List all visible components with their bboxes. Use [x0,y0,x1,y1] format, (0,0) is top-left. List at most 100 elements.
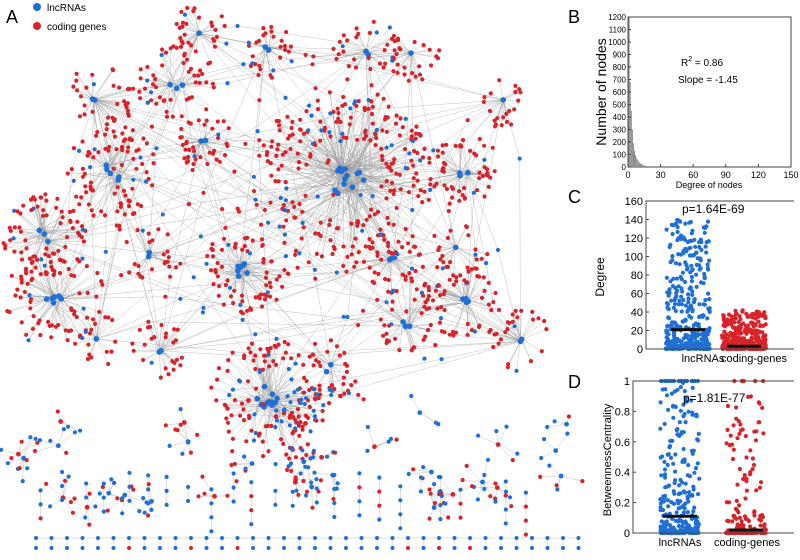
coding-gene-node [86,343,90,347]
coding-gene-node [327,401,331,405]
coding-gene-node [113,192,117,196]
coding-gene-node [282,268,286,272]
lncrna-node [336,481,340,485]
coding-gene-node [367,107,371,111]
lncrna-node [577,536,581,540]
lncrna-node [294,362,298,366]
coding-gene-node [458,273,462,277]
lncrna-degree-point [669,344,673,348]
coding-gene-node [293,478,298,483]
coding-gene-node [357,99,361,103]
lncrna-node [494,429,498,433]
coding-gene-node [269,346,273,350]
coding-gene-node [19,250,23,254]
coding-gene-node [379,184,383,188]
coding-gene-node [368,138,372,142]
coding-gene-node [357,250,361,254]
lncrna-node [120,511,124,515]
lncrna-centrality-point [675,388,679,392]
coding-gene-node [12,250,16,254]
coding-gene-node [200,475,204,479]
coding-gene-node [356,221,360,225]
lncrna-node [283,96,287,100]
lncrna-node [12,236,16,240]
lncrna-centrality-point [686,463,690,467]
coding-gene-node [531,317,535,321]
coding-gene-node [454,144,458,148]
lncrna-node [26,338,30,342]
lncrna-degree-point [706,266,710,270]
lncrna-degree-point [680,309,684,313]
coding-gene-node [515,315,519,319]
lncrna-node [473,253,477,257]
coding-gene-node [78,114,82,118]
coding-gene-node [131,488,135,492]
lncrna-degree-point [677,219,681,223]
degree-y-label: Degree [593,257,607,297]
lncrna-node [398,512,402,516]
network-edge [411,50,439,53]
lncrna-degree-point [702,272,706,276]
coding-gene-node [435,265,439,269]
lncrna-degree-point [669,299,673,303]
lncrna-node [131,178,135,182]
coding-gene-node [164,366,168,370]
coding-gene-node [367,56,371,60]
coding-gene-degree-point [731,334,735,338]
coding-gene-node [265,270,269,274]
coding-gene-node [385,341,389,345]
panel-d: D 00.20.40.60.81 lncRNAs coding-genes Be… [568,372,794,549]
lncrna-node [231,388,235,392]
coding-gene-degree-point [749,321,753,325]
coding-gene-node [580,479,584,483]
lncrna-degree-point [667,316,671,320]
y-tick-label: 60 [631,289,643,301]
histogram-x-tick-label: 30 [656,170,666,180]
lncrna-node [421,465,425,469]
coding-gene-node [87,353,91,357]
lncrna-centrality-point [667,452,671,456]
coding-gene-node [454,279,458,283]
lncrna-node [112,536,116,540]
coding-gene-node [216,119,220,123]
coding-gene-node [409,159,413,163]
coding-gene-node [345,255,349,259]
coding-gene-node [119,273,123,277]
coding-gene-node [261,454,265,458]
lncrna-node [104,250,108,254]
lncrna-centrality-point [673,478,677,482]
lncrna-degree-point [704,245,708,249]
lncrna-node [304,396,308,400]
coding-gene-node [427,517,431,521]
coding-gene-node [257,64,261,68]
coding-gene-node [187,148,191,152]
lncrna-node [122,493,127,498]
coding-gene-node [126,150,130,154]
lncrna-node [273,489,277,493]
coding-gene-node [304,163,308,167]
coding-gene-node [374,136,378,140]
coding-gene-node [83,184,87,188]
lncrna-centrality-point [675,428,679,432]
coding-gene-node [415,151,419,155]
coding-gene-node [201,191,205,195]
coding-gene-node [50,323,54,327]
lncrna-node [34,536,38,540]
lncrna-node [127,499,131,503]
lncrna-node [434,421,438,425]
coding-gene-node [422,43,426,47]
coding-gene-node [189,43,193,47]
coding-gene-node [349,222,353,226]
lncrna-node [51,300,57,306]
coding-gene-node [385,43,389,47]
coding-gene-node [232,170,236,174]
coding-gene-node [275,298,279,302]
lncrna-node [312,409,316,413]
coding-gene-node [106,149,110,153]
coding-gene-node [254,295,258,299]
coding-gene-node [497,308,501,312]
lncrna-node [21,479,25,483]
lncrna-degree-point [692,238,696,242]
lncrna-centrality-point [666,498,670,502]
lncrna-node [312,471,316,475]
